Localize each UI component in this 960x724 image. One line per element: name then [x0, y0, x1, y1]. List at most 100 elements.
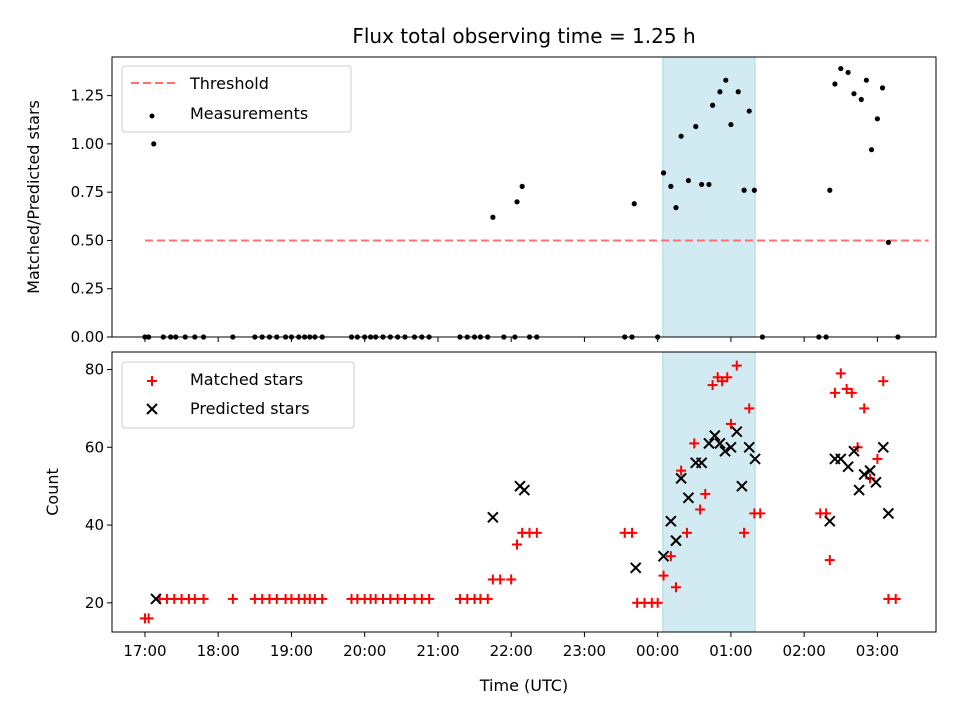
legend-predicted-swatch	[146, 403, 158, 415]
x-tick-label: 20:00	[343, 642, 386, 660]
y-axis-label-top: Matched/Predicted stars	[24, 100, 43, 294]
matched-star-marker	[512, 539, 523, 550]
measurement-point	[717, 89, 723, 95]
marker-stroke	[629, 562, 642, 574]
marker-stroke	[150, 593, 162, 605]
measurement-point	[519, 183, 525, 189]
measurement-point	[858, 96, 864, 103]
plot-frame	[111, 56, 937, 338]
measurement-point	[851, 91, 857, 97]
measurement-point	[490, 214, 496, 220]
matched-star-marker	[744, 403, 755, 414]
predicted-star-marker	[731, 426, 743, 438]
measurement-point	[874, 116, 881, 122]
x-tick-label: 17:00	[123, 642, 166, 660]
matched-star-marker	[829, 387, 840, 398]
matched-star-marker	[658, 570, 669, 581]
measurement-point	[151, 141, 157, 147]
y-tick-label: 20	[85, 594, 104, 612]
predicted-star-marker	[848, 445, 860, 457]
measurement-point	[710, 102, 716, 108]
measurement-point	[879, 85, 886, 91]
marker-stroke	[518, 484, 531, 496]
measurement-point	[746, 108, 752, 114]
measurement-point	[660, 170, 667, 176]
matched-star-marker	[722, 372, 733, 383]
matched-star-marker	[424, 593, 435, 604]
measurement-point	[845, 69, 851, 76]
measurement-point	[673, 205, 679, 211]
legend-measurements-label: Measurements	[190, 104, 308, 123]
matched-star-marker	[824, 555, 835, 566]
y-tick-label: 0.25	[71, 280, 104, 298]
marker-stroke	[842, 461, 854, 473]
predicted-star-marker	[670, 534, 682, 547]
matched-star-marker	[841, 383, 852, 394]
x-tick-label: 21:00	[416, 642, 459, 660]
chart-title: Flux total observing time = 1.25 h	[352, 24, 695, 48]
legend-top: Threshold Measurements	[121, 65, 352, 133]
marker-stroke	[870, 476, 882, 488]
measurement-point	[827, 187, 833, 193]
measurement-point	[751, 187, 757, 193]
legend-measurements-swatch	[149, 113, 155, 119]
predicted-star-marker	[719, 445, 731, 457]
matched-star-marker	[652, 597, 663, 608]
marker-stroke	[749, 453, 761, 465]
marker-stroke	[877, 441, 889, 453]
x-tick-label: 03:00	[856, 642, 899, 660]
matched-star-marker	[731, 360, 742, 371]
y-tick-label: 1.25	[71, 87, 104, 105]
matched-star-marker	[189, 593, 200, 604]
legend-matched-label: Matched stars	[190, 370, 303, 389]
marker-stroke	[882, 507, 895, 520]
matched-star-marker	[689, 438, 700, 449]
marker-stroke	[682, 492, 695, 504]
matched-star-marker	[399, 593, 410, 604]
y-axis-label-bottom: Count	[43, 468, 62, 516]
measurement-point	[838, 65, 844, 72]
measurement-point	[706, 181, 712, 188]
matched-star-marker	[198, 593, 209, 604]
predicted-star-marker	[629, 562, 642, 574]
y-tick-label: 80	[85, 361, 104, 379]
predicted-star-marker	[853, 484, 865, 496]
marker-stroke	[864, 464, 876, 477]
matched-star-marker	[665, 551, 676, 562]
matched-star-marker	[872, 453, 883, 464]
matched-star-marker	[227, 593, 238, 604]
matched-star-marker	[317, 593, 328, 604]
matched-star-marker	[725, 418, 736, 429]
matched-star-marker	[890, 593, 901, 604]
x-tick-label: 00:00	[636, 642, 679, 660]
legend-predicted-label: Predicted stars	[190, 399, 310, 418]
measurement-point	[631, 201, 637, 207]
legend-matched-swatch	[147, 376, 157, 386]
highlight-span	[662, 56, 756, 338]
predicted-star-marker	[657, 550, 670, 562]
matched-star-marker	[859, 403, 870, 414]
measurement-point	[885, 239, 891, 245]
marker-stroke	[714, 437, 726, 450]
marker-stroke	[736, 480, 748, 492]
y-tick-label: 0.50	[71, 231, 104, 249]
matched-star-marker	[835, 368, 846, 379]
y-tick-label: 0.00	[71, 328, 104, 346]
predicted-star-marker	[725, 441, 737, 453]
measurement-point	[863, 77, 870, 83]
marker-stroke	[665, 515, 677, 527]
x-tick-label: 22:00	[490, 642, 533, 660]
marker-stroke	[709, 429, 721, 442]
matched-star-marker	[878, 376, 889, 387]
marker-stroke	[824, 515, 836, 527]
measurement-point	[728, 121, 734, 128]
marker-stroke	[848, 445, 860, 457]
y-tick-label: 60	[85, 438, 104, 456]
marker-stroke	[675, 472, 687, 485]
matched-star-marker	[670, 582, 681, 593]
matched-star-marker	[695, 504, 706, 515]
measurement-point	[685, 177, 692, 184]
marker-stroke	[695, 457, 708, 469]
marker-stroke	[657, 550, 670, 562]
